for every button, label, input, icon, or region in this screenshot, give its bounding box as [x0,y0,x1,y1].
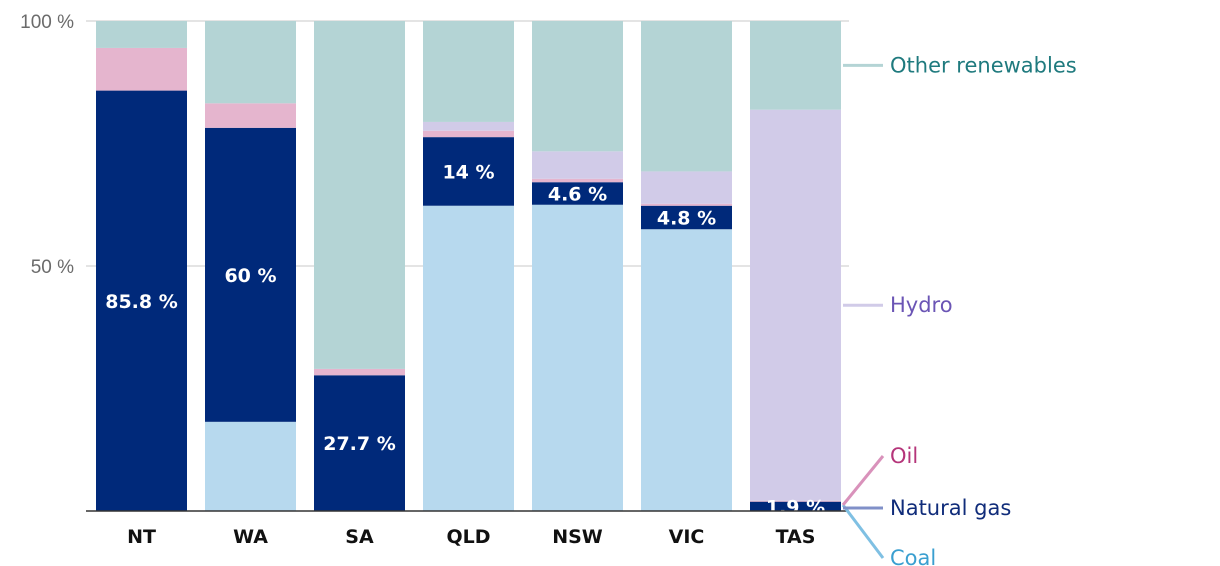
bar-segment-oil [423,130,514,138]
x-tick-label: VIC [669,526,705,548]
legend-label-hydro: Hydro [890,293,953,317]
legend-label-natural-gas: Natural gas [890,496,1011,520]
y-axis: 100 % 50 % [20,12,74,278]
bar-segment-hydro [641,171,732,204]
bar-segment-other-renewables [314,21,405,369]
legend: Coal Natural gas Oil Hydro Other renewables [841,53,1077,566]
bar-segment-coal [205,421,296,511]
bar-segment-natural-gas [423,137,514,206]
legend-leader-oil [841,455,885,506]
bar-segment-oil [96,47,187,91]
x-tick-label: SA [345,526,374,548]
bar-segment-oil [641,203,732,206]
legend-leader-coal [841,504,885,559]
y-tick-label: 100 % [20,12,74,33]
bar-segment-natural-gas [641,205,732,230]
bar-segment-other-renewables [205,21,296,104]
bar-segment-hydro [750,109,841,501]
x-axis: NT WA SA QLD NSW VIC TAS [86,510,849,548]
data-label: 27.7 % [323,433,396,455]
bar-segment-coal [423,205,514,512]
x-tick-label: NSW [552,526,603,548]
legend-label-oil: Oil [890,444,918,468]
data-labels: 85.8 % 60 % 27.7 % 14 % 4.6 % 4.8 % 1.9 % [105,161,825,518]
x-tick-label: TAS [776,526,816,548]
bar-segment-other-renewables [96,21,187,48]
bar-segment-natural-gas [532,182,623,205]
bar-segment-oil [750,500,841,502]
bar-segment-oil [532,178,623,183]
y-tick-label: 50 % [31,257,74,278]
legend-label-coal: Coal [890,546,936,566]
data-label: 4.6 % [548,183,607,205]
x-tick-label: QLD [446,526,490,548]
bar-segment-other-renewables [750,21,841,110]
x-tick-label: WA [233,526,268,548]
bar-segment-other-renewables [641,21,732,172]
x-tick-label: NT [127,526,156,548]
bars [96,21,841,512]
data-label: 85.8 % [105,291,178,313]
data-label: 4.8 % [657,207,716,229]
data-label: 1.9 % [766,496,825,518]
bar-segment-coal [641,229,732,511]
bar-segment-oil [205,103,296,128]
bar-segment-hydro [423,121,514,131]
bar-segment-natural-gas [96,90,187,511]
data-label: 60 % [224,265,276,287]
legend-label-other-renewables: Other renewables [890,53,1077,77]
bar-segment-other-renewables [532,21,623,152]
bar-segment-natural-gas [205,127,296,422]
bar-segment-oil [314,368,405,376]
bar-segment-hydro [532,151,623,179]
bar-segment-other-renewables [423,21,514,122]
data-label: 14 % [442,161,494,183]
bar-segment-natural-gas [314,375,405,511]
bar-segment-natural-gas [750,501,841,511]
bar-segment-coal [532,204,623,511]
